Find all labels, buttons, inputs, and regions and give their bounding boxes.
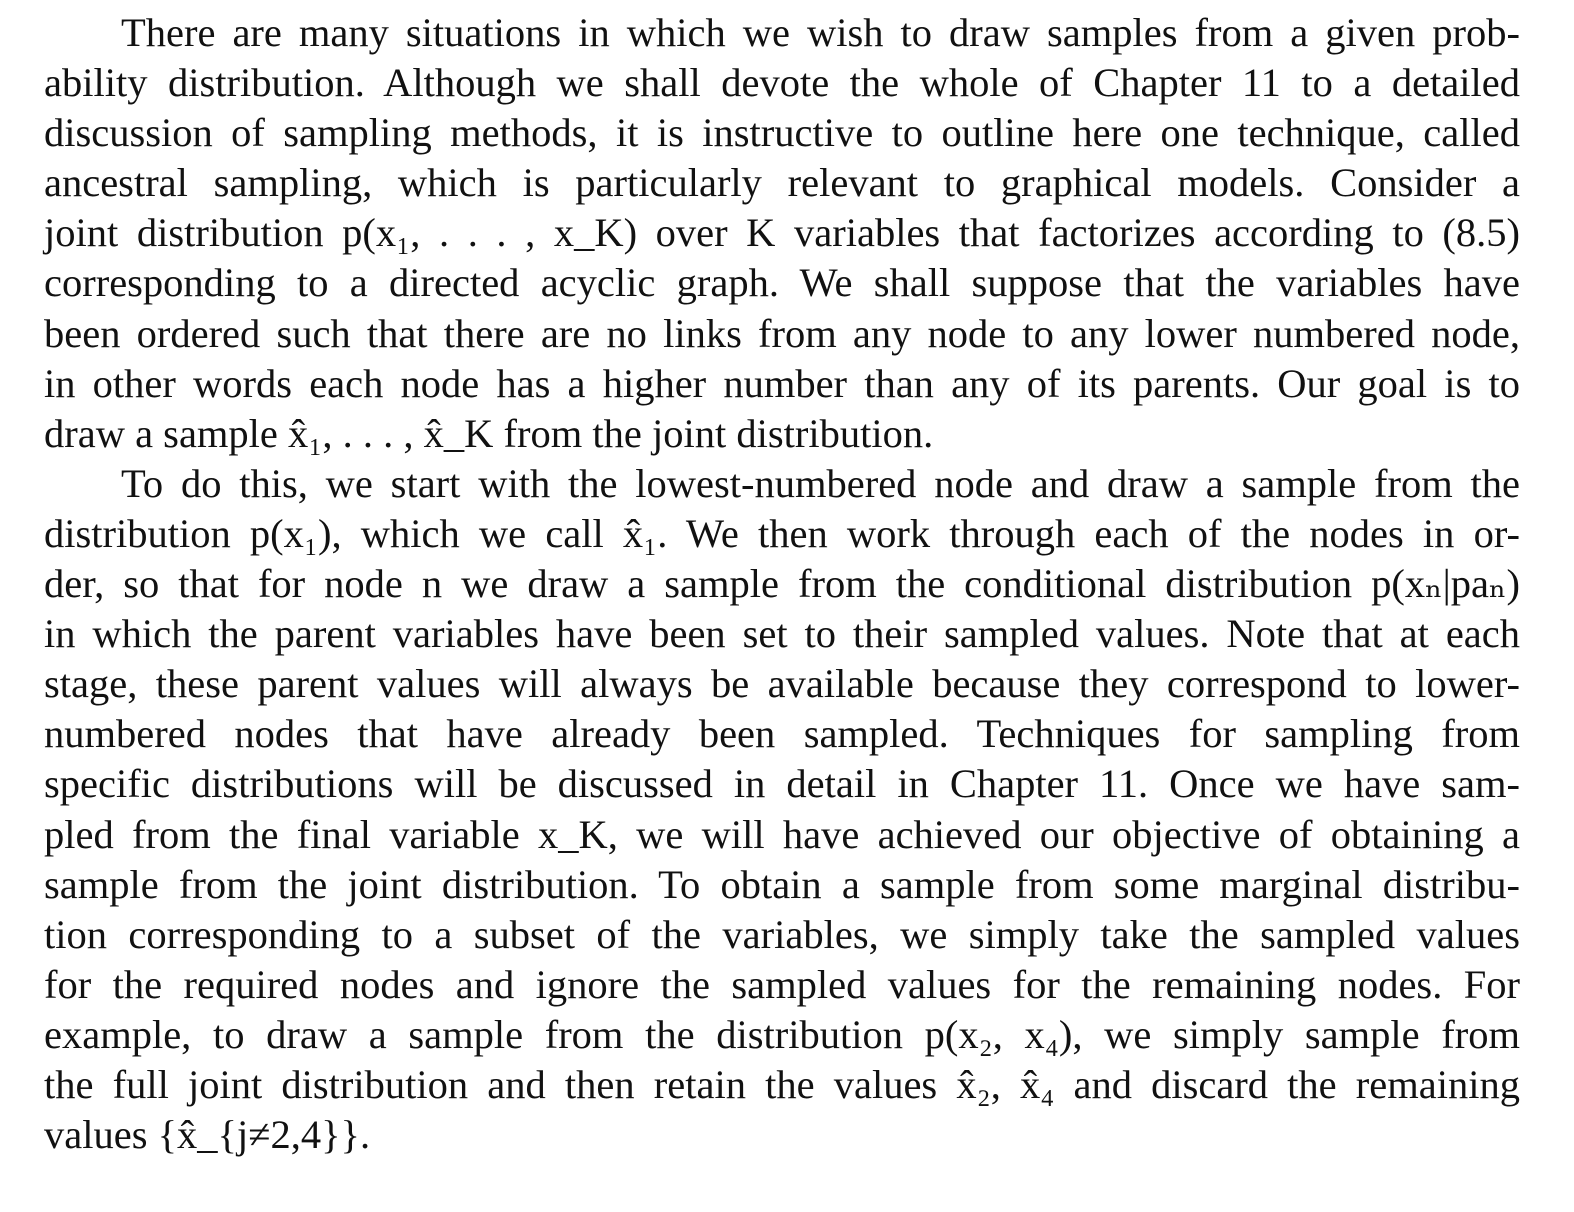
text-line: been ordered such that there are no link…	[44, 310, 1520, 356]
text-line: joint distribution p(x₁, . . . , x_K) ov…	[44, 210, 1520, 256]
text-line: draw a sample x̂₁, . . . , x̂_K from the…	[44, 410, 934, 456]
text-line: specific distributions will be discussed…	[44, 761, 1520, 807]
document-page: There are many situations in which we wi…	[44, 8, 1520, 1160]
paragraph-1: There are many situations in which we wi…	[44, 8, 1520, 459]
text-line: the full joint distribution and then ret…	[44, 1061, 1520, 1107]
text-line: ancestral sampling, which is particularl…	[44, 160, 1520, 206]
text-line: values {x̂_{j≠2,4}}.	[44, 1112, 371, 1158]
text-line: for the required nodes and ignore the sa…	[44, 961, 1520, 1007]
text-line: numbered nodes that have already been sa…	[44, 711, 1520, 757]
text-line: tion corresponding to a subset of the va…	[44, 911, 1520, 957]
text-line: example, to draw a sample from the distr…	[44, 1011, 1520, 1057]
text-line: in which the parent variables have been …	[44, 611, 1520, 657]
text-line: corresponding to a directed acyclic grap…	[44, 260, 1520, 306]
text-line: To do this, we start with the lowest-num…	[121, 460, 1520, 506]
text-line: in other words each node has a higher nu…	[44, 360, 1520, 406]
text-line: stage, these parent values will always b…	[44, 661, 1520, 707]
text-line: distribution p(x₁), which we call x̂₁. W…	[44, 510, 1520, 556]
text-line: There are many situations in which we wi…	[121, 10, 1520, 55]
text-line: discussion of sampling methods, it is in…	[44, 110, 1520, 156]
text-line: sample from the joint distribution. To o…	[44, 861, 1520, 907]
paragraph-2: To do this, we start with the lowest-num…	[44, 459, 1520, 1160]
text-line: pled from the final variable x_K, we wil…	[44, 811, 1520, 857]
text-line: der, so that for node n we draw a sample…	[44, 561, 1520, 607]
text-line: ability distribution. Although we shall …	[44, 60, 1520, 106]
